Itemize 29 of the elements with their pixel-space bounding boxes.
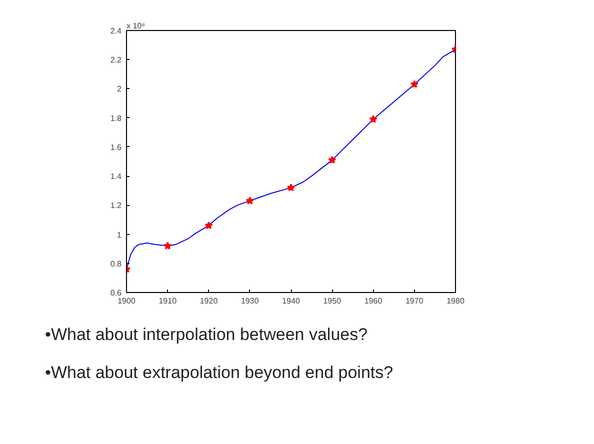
x-tick-label: 1960 [364,296,383,306]
y-tick-label: 2 [117,84,122,94]
y-tick-label: 1.6 [110,142,122,152]
point [410,80,418,88]
x-tick-label: 1910 [158,296,178,306]
annotation: x 10⁸ [126,22,145,30]
y-tick-label: 0.6 [110,288,122,298]
y-tick-label: 1.4 [110,172,122,182]
x-tick-label: 1900 [118,296,136,306]
y-tick-label: 2.2 [110,56,122,65]
y-tick-label: 2.4 [110,26,122,36]
point [286,183,296,192]
point [246,196,254,204]
x-tick-label: 1980 [446,296,465,306]
x-tick-label: 1930 [240,296,260,306]
point [204,221,213,230]
text: •What about interpolation between values? [45,324,369,346]
x-tick-label: 1920 [200,296,218,306]
y-tick-label: 0.8 [110,259,122,268]
point [369,115,378,123]
text: •What about extrapolation beyond end points? [45,362,394,384]
point [164,242,172,250]
y-tick-label: 1.8 [110,114,122,123]
y-tick-label: 1 [117,230,122,240]
x-tick-label: 1950 [323,296,342,306]
x-tick-label: 1940 [282,296,300,306]
x-tick-label: 1970 [405,296,424,306]
point [328,156,336,164]
y-tick-label: 1.2 [110,201,122,210]
